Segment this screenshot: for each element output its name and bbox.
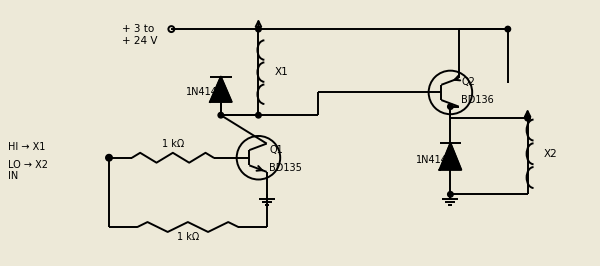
Text: BD135: BD135 bbox=[269, 163, 302, 173]
Circle shape bbox=[106, 155, 112, 160]
Circle shape bbox=[448, 192, 453, 197]
Text: Q1: Q1 bbox=[269, 145, 283, 155]
Text: 1 kΩ: 1 kΩ bbox=[162, 139, 184, 149]
Text: X2: X2 bbox=[544, 149, 557, 159]
Text: LO → X2: LO → X2 bbox=[8, 160, 48, 170]
Text: 1N4148: 1N4148 bbox=[416, 155, 454, 165]
Circle shape bbox=[448, 104, 453, 109]
Circle shape bbox=[505, 26, 511, 32]
Circle shape bbox=[218, 113, 224, 118]
Polygon shape bbox=[440, 143, 461, 170]
Circle shape bbox=[525, 115, 530, 121]
Text: IN: IN bbox=[8, 171, 19, 181]
Text: Q2: Q2 bbox=[461, 77, 475, 88]
Text: 1 kΩ: 1 kΩ bbox=[177, 232, 199, 242]
Text: 1N4148: 1N4148 bbox=[186, 88, 224, 97]
Text: BD136: BD136 bbox=[461, 95, 494, 105]
Polygon shape bbox=[210, 77, 232, 102]
Text: HI → X1: HI → X1 bbox=[8, 142, 46, 152]
Circle shape bbox=[256, 113, 261, 118]
Circle shape bbox=[256, 26, 261, 32]
Text: + 3 to
+ 24 V: + 3 to + 24 V bbox=[122, 24, 157, 46]
Text: X1: X1 bbox=[274, 67, 288, 77]
